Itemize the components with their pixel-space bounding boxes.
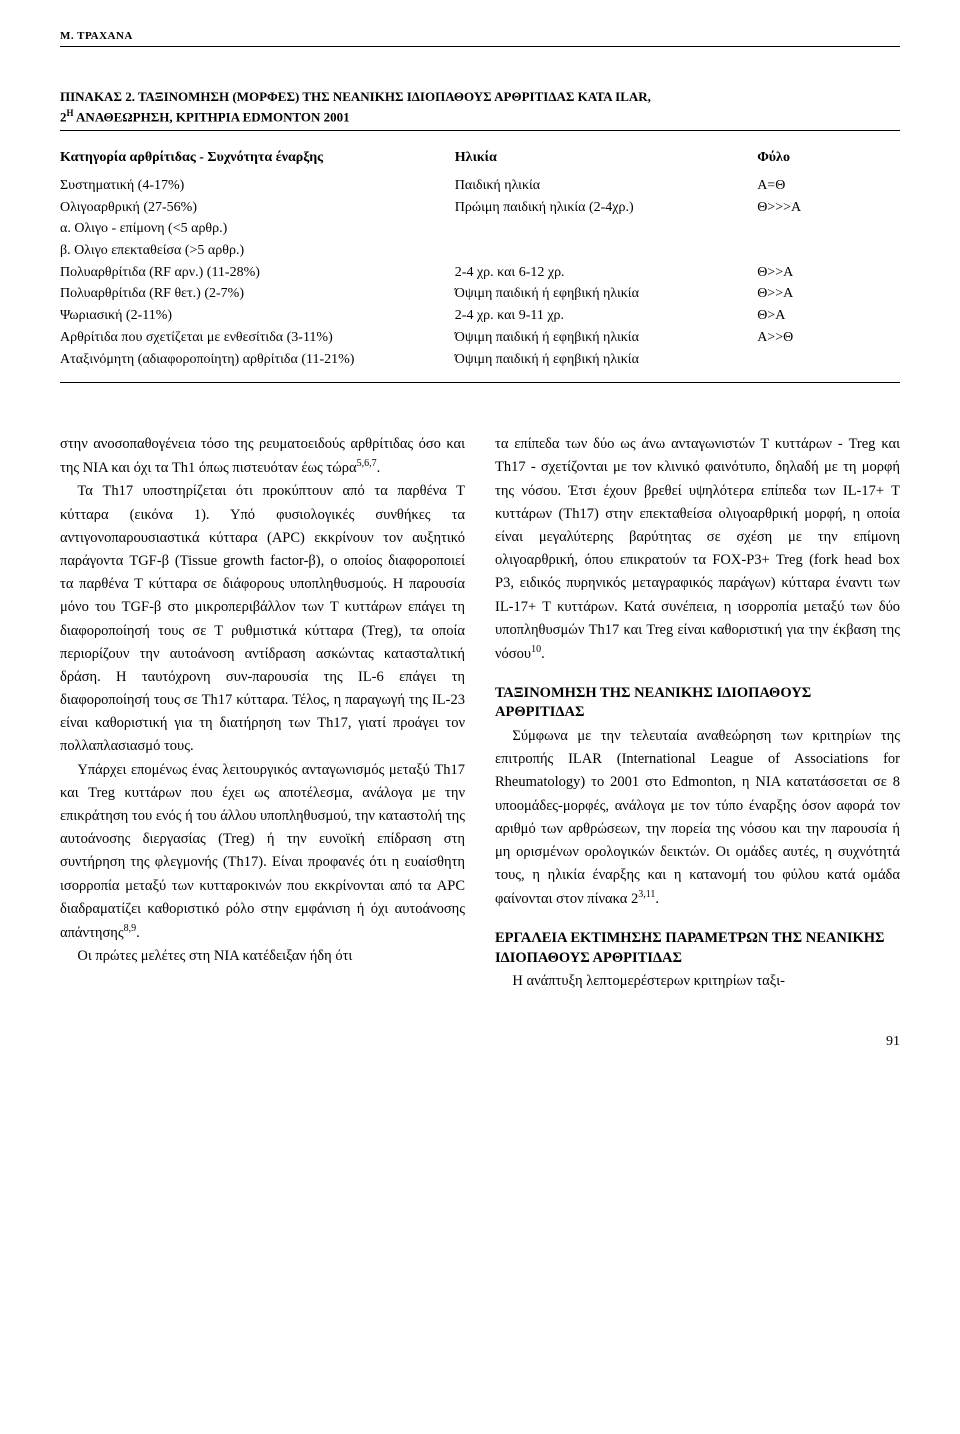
cell-category: Πολυαρθρίτιδα (RF θετ.) (2-7%) xyxy=(60,283,455,305)
cell-age xyxy=(455,218,757,240)
right-p2-text: Σύμφωνα με την τελευταία αναθεώρηση των … xyxy=(495,728,900,907)
left-p1-text: στην ανοσοπαθογένεια τόσο της ρευματοειδ… xyxy=(60,436,465,476)
cell-age: Πρώιμη παιδική ηλικία (2-4χρ.) xyxy=(455,197,757,219)
left-p3-text: Υπάρχει επομένως ένας λειτουργικός ανταγ… xyxy=(60,762,465,941)
table-row: Ολιγοαρθρική (27-56%)Πρώιμη παιδική ηλικ… xyxy=(60,197,900,219)
right-p1: τα επίπεδα των δύο ως άνω ανταγωνιστών Τ… xyxy=(495,433,900,666)
cell-sex: Θ>>Α xyxy=(757,262,900,284)
cell-sex: Α>>Θ xyxy=(757,327,900,349)
body-columns: στην ανοσοπαθογένεια τόσο της ρευματοειδ… xyxy=(60,433,900,993)
left-p4: Οι πρώτες μελέτες στη ΝΙΑ κατέδειξαν ήδη… xyxy=(60,945,465,968)
left-p2: Τα Th17 υποστηρίζεται ότι προκύπτουν από… xyxy=(60,480,465,758)
right-p3: Η ανάπτυξη λεπτομερέστερων κριτηρίων ταξ… xyxy=(495,970,900,993)
table-header-row: Κατηγορία αρθρίτιδας - Συχνότητα έναρξης… xyxy=(60,141,900,175)
page-number: 91 xyxy=(60,1034,900,1050)
caption-text: ΤΑΞΙΝΟΜΗΣΗ (ΜΟΡΦΕΣ) ΤΗΣ ΝΕΑΝΙΚΗΣ ΙΔΙΟΠΑΘ… xyxy=(138,89,651,104)
cell-sex xyxy=(757,240,900,262)
right-p2: Σύμφωνα με την τελευταία αναθεώρηση των … xyxy=(495,725,900,911)
left-p1-sup: 5,6,7 xyxy=(357,458,377,469)
right-column: τα επίπεδα των δύο ως άνω ανταγωνιστών Τ… xyxy=(495,433,900,993)
caption-line2-post: ΑΝΑΘΕΩΡΗΣΗ, ΚΡΙΤΗΡΙΑ EDMONTON 2001 xyxy=(74,109,350,124)
left-p3-end: . xyxy=(136,925,140,941)
cell-category: Ολιγοαρθρική (27-56%) xyxy=(60,197,455,219)
cell-category: Πολυαρθρίτιδα (RF αρν.) (11-28%) xyxy=(60,262,455,284)
table-row: α. Ολιγο - επίμονη (<5 αρθρ.) xyxy=(60,218,900,240)
section-heading-classification: ΤΑΞΙΝΟΜΗΣΗ ΤΗΣ ΝΕΑΝΙΚΗΣ ΙΔΙΟΠΑΘΟΥΣ ΑΡΘΡΙ… xyxy=(495,684,900,723)
cell-sex: Θ>>Α xyxy=(757,283,900,305)
header-age: Ηλικία xyxy=(455,141,757,175)
cell-sex: Θ>Α xyxy=(757,305,900,327)
table-row: Συστηματική (4-17%)Παιδική ηλικίαΑ=Θ xyxy=(60,175,900,197)
running-header: Μ. ΤΡΑΧΑΝΑ xyxy=(60,30,900,47)
left-p1: στην ανοσοπαθογένεια τόσο της ρευματοειδ… xyxy=(60,433,465,480)
cell-age: Παιδική ηλικία xyxy=(455,175,757,197)
right-p2-sup: 3,11 xyxy=(638,889,655,900)
left-p3-sup: 8,9 xyxy=(124,923,137,934)
left-p3: Υπάρχει επομένως ένας λειτουργικός ανταγ… xyxy=(60,759,465,945)
cell-category: α. Ολιγο - επίμονη (<5 αρθρ.) xyxy=(60,218,455,240)
header-category: Κατηγορία αρθρίτιδας - Συχνότητα έναρξης xyxy=(60,141,455,175)
cell-category: Ψωριασική (2-11%) xyxy=(60,305,455,327)
cell-age: Όψιμη παιδική ή εφηβική ηλικία xyxy=(455,327,757,349)
table-caption: ΠΙΝΑΚΑΣ 2. ΤΑΞΙΝΟΜΗΣΗ (ΜΟΡΦΕΣ) ΤΗΣ ΝΕΑΝΙ… xyxy=(60,87,900,126)
table-row: Πολυαρθρίτιδα (RF θετ.) (2-7%)Όψιμη παιδ… xyxy=(60,283,900,305)
cell-category: β. Ολιγο επεκταθείσα (>5 αρθρ.) xyxy=(60,240,455,262)
cell-age: 2-4 χρ. και 9-11 χρ. xyxy=(455,305,757,327)
cell-sex: Θ>>>Α xyxy=(757,197,900,219)
caption-label: ΠΙΝΑΚΑΣ 2. xyxy=(60,89,135,104)
cell-age xyxy=(455,240,757,262)
right-p1-sup: 10 xyxy=(531,644,541,655)
cell-category: Αρθρίτιδα που σχετίζεται με ενθεσίτιδα (… xyxy=(60,327,455,349)
table-row: Αταξινόμητη (αδιαφοροποίητη) αρθρίτιδα (… xyxy=(60,349,900,371)
cell-sex xyxy=(757,349,900,371)
table-row: β. Ολιγο επεκταθείσα (>5 αρθρ.) xyxy=(60,240,900,262)
cell-age: 2-4 χρ. και 6-12 χρ. xyxy=(455,262,757,284)
cell-sex xyxy=(757,218,900,240)
classification-table-block: ΠΙΝΑΚΑΣ 2. ΤΑΞΙΝΟΜΗΣΗ (ΜΟΡΦΕΣ) ΤΗΣ ΝΕΑΝΙ… xyxy=(60,87,900,383)
right-p2-end: . xyxy=(655,891,659,907)
right-p1-text: τα επίπεδα των δύο ως άνω ανταγωνιστών Τ… xyxy=(495,436,900,662)
header-sex: Φύλο xyxy=(757,141,900,175)
right-p1-end: . xyxy=(541,646,545,662)
cell-age: Όψιμη παιδική ή εφηβική ηλικία xyxy=(455,349,757,371)
table-rule-bottom xyxy=(60,382,900,383)
cell-category: Αταξινόμητη (αδιαφοροποίητη) αρθρίτιδα (… xyxy=(60,349,455,371)
section-heading-tools: ΕΡΓΑΛΕΙΑ ΕΚΤΙΜΗΣΗΣ ΠΑΡΑΜΕΤΡΩΝ ΤΗΣ ΝΕΑΝΙΚ… xyxy=(495,929,900,968)
classification-table: Κατηγορία αρθρίτιδας - Συχνότητα έναρξης… xyxy=(60,141,900,370)
cell-age: Όψιμη παιδική ή εφηβική ηλικία xyxy=(455,283,757,305)
cell-category: Συστηματική (4-17%) xyxy=(60,175,455,197)
table-row: Αρθρίτιδα που σχετίζεται με ενθεσίτιδα (… xyxy=(60,327,900,349)
caption-line2-sup: Η xyxy=(67,108,74,118)
table-row: Ψωριασική (2-11%)2-4 χρ. και 9-11 χρ.Θ>Α xyxy=(60,305,900,327)
left-p1-end: . xyxy=(377,460,381,476)
table-rule-top xyxy=(60,130,900,131)
left-column: στην ανοσοπαθογένεια τόσο της ρευματοειδ… xyxy=(60,433,465,993)
cell-sex: Α=Θ xyxy=(757,175,900,197)
table-row: Πολυαρθρίτιδα (RF αρν.) (11-28%)2-4 χρ. … xyxy=(60,262,900,284)
